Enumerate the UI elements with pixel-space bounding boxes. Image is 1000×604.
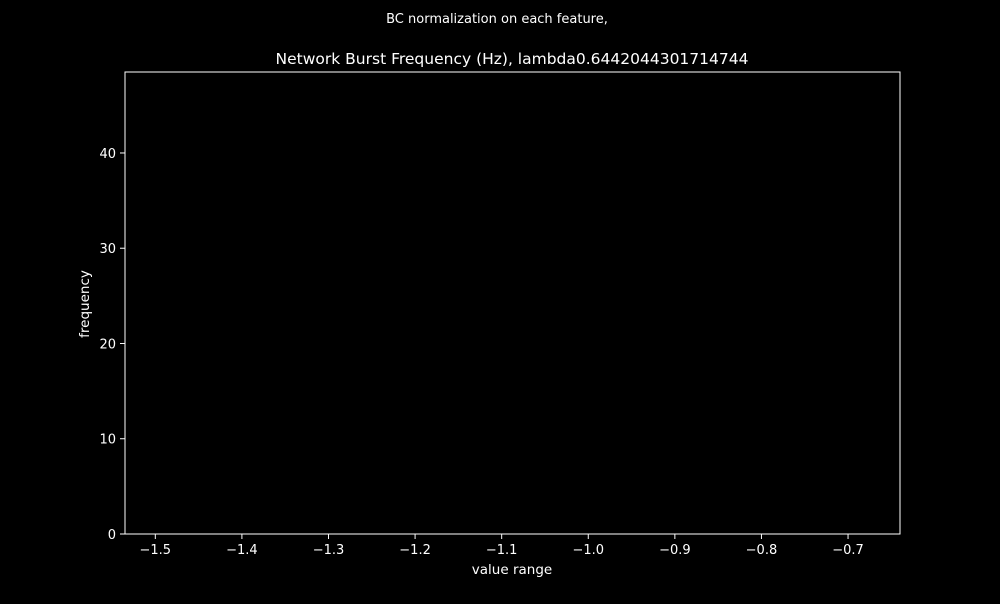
y-axis-ticks: 0 10 20 30 40: [99, 147, 125, 543]
x-tick-label: −1.3: [313, 543, 345, 558]
chart-suptitle: BC normalization on each feature,: [386, 12, 608, 27]
y-tick-label: 10: [99, 433, 116, 448]
x-tick-label: −0.9: [659, 543, 691, 558]
plot-frame: [124, 71, 901, 535]
x-tick-label: −0.7: [832, 543, 864, 558]
y-tick-label: 40: [99, 147, 116, 162]
x-tick-label: −0.8: [746, 543, 778, 558]
y-axis-label: frequency: [77, 270, 93, 338]
x-tick-label: −1.5: [140, 543, 172, 558]
y-tick-label: 0: [108, 528, 116, 543]
y-tick-label: 30: [99, 242, 116, 257]
x-tick-label: −1.0: [572, 543, 604, 558]
plot-area: [124, 71, 901, 535]
x-axis-label: value range: [472, 562, 552, 578]
x-axis-ticks: −1.5 −1.4 −1.3 −1.2 −1.1 −1.0 −0.9 −0.8 −0.7: [140, 534, 864, 558]
y-tick-label: 20: [99, 337, 116, 352]
x-tick-label: −1.1: [486, 543, 518, 558]
chart-title: Network Burst Frequency (Hz), lambda0.64…: [276, 50, 749, 68]
x-tick-label: −1.4: [226, 543, 258, 558]
x-tick-label: −1.2: [399, 543, 431, 558]
